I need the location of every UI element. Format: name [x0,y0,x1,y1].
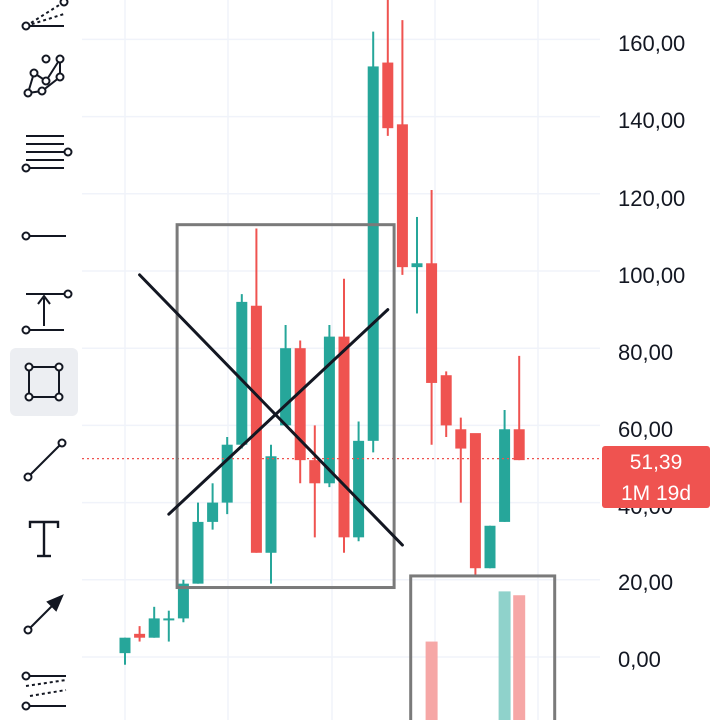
price-chart[interactable]: 160,00 140,00 120,00 100,00 80,00 60,00 … [82,0,720,720]
price-range-icon [21,289,73,335]
arrow-icon [23,594,64,635]
text-icon [28,520,60,558]
fib-channel-icon [21,671,67,711]
text-tool[interactable] [10,502,78,570]
horizontal-ray-tool[interactable] [10,196,78,264]
candle-body-down [513,429,525,461]
candle-body-down [338,336,350,538]
candle-body-up [367,66,379,441]
candle-body-up [177,583,189,619]
xabcd-pattern-icon [23,54,65,98]
candle-body-up [280,348,292,426]
candle-body-down [309,460,321,484]
price-axis-label: 60,00 [618,417,673,442]
candle-body-down [455,429,467,449]
candle-body-up [265,456,277,553]
horizontal-ray-icon [21,231,66,241]
price-axis: 160,00 140,00 120,00 100,00 80,00 60,00 … [618,31,685,672]
rectangle-icon [24,362,64,402]
rectangle-drawing-2 [409,574,557,720]
current-price-value: 51,39 [629,451,683,474]
rectangle-tool[interactable] [10,348,78,416]
candle-body-up [221,444,233,503]
price-axis-label: 20,00 [618,570,673,595]
price-axis-label: 0,00 [618,647,661,672]
volume-bar [498,591,511,720]
candle-body-up [411,263,423,268]
candle-body-up [163,618,175,621]
price-axis-label: 160,00 [618,31,685,56]
fib-channel-tool[interactable] [10,652,78,720]
candle-body-up [207,502,219,522]
candlestick-series [119,0,525,665]
price-axis-label: 80,00 [618,340,673,365]
trend-line-down [138,273,404,547]
trend-line-tool[interactable] [10,425,78,493]
candle-body-up [148,618,160,638]
measure-tool[interactable] [10,272,78,340]
candle-body-down [440,375,452,426]
price-axis-label: 100,00 [618,263,685,288]
candle-body-up [484,525,496,569]
candle-body-down [250,305,262,553]
candle-body-up [499,429,511,522]
candle-body-down [396,124,408,268]
candle-body-down [469,433,481,569]
volume-bar [513,595,526,720]
fib-fan-icon [21,0,69,31]
rectangle-drawing-1 [175,223,396,590]
volume-bar [425,641,438,720]
candle-body-up [353,440,365,538]
drawing-toolbar [0,0,82,720]
current-price-tag: 51,39 1M 19d [602,446,710,508]
pattern-tool[interactable] [10,41,78,109]
fib-retracement-icon [21,135,73,173]
bar-countdown: 1M 19d [620,482,692,505]
price-axis-label: 120,00 [618,186,685,211]
candle-body-up [236,301,248,445]
candle-body-down [294,348,306,461]
price-axis-label: 140,00 [618,108,685,133]
candle-body-up [119,637,131,654]
candle-body-down [382,62,394,129]
drawings-layer[interactable] [138,223,557,720]
candle-body-down [134,633,146,638]
volume-bars [425,591,526,720]
arrow-tool[interactable] [10,578,78,646]
fib-fan-tool[interactable] [10,0,78,48]
candle-body-down [426,263,438,383]
trend-line-up [167,308,390,516]
trend-line-icon [23,438,67,482]
candle-body-up [323,336,335,484]
fib-retracement-tool[interactable] [10,118,78,186]
candle-body-up [192,521,204,584]
